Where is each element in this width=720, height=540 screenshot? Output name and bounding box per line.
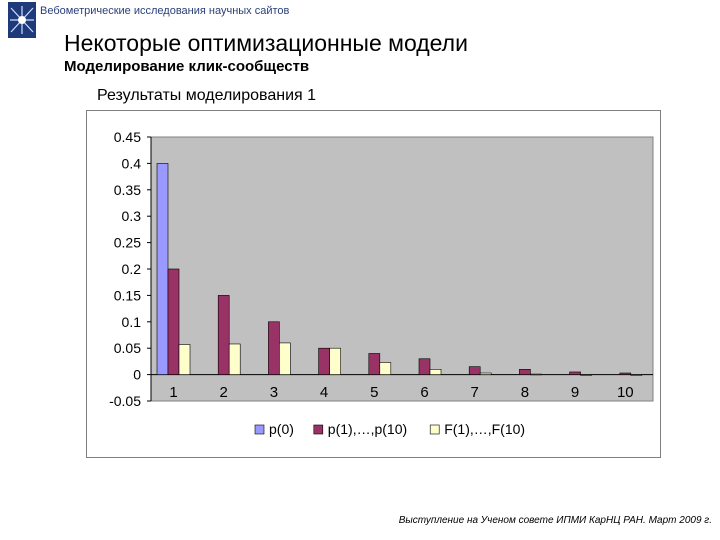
bar-p <box>569 371 581 375</box>
x-tick-label: 2 <box>220 384 228 401</box>
y-tick-label: 0.1 <box>122 314 142 330</box>
chart-frame: 0.45 0.4 0.35 0.3 0.25 0.2 0.15 0.1 0.05 0 -0.05 1 2… <box>86 110 661 458</box>
y-tick-label: 0.45 <box>114 129 141 145</box>
y-tick-label: 0 <box>133 367 141 383</box>
x-tick-label: 5 <box>370 384 378 401</box>
y-tick-label: -0.05 <box>109 393 141 409</box>
bar-p0 <box>156 163 169 375</box>
legend-swatch <box>313 424 324 435</box>
legend-entry: p(0) <box>269 421 294 437</box>
bar-F <box>379 362 392 375</box>
chart-heading: Результаты моделирования 1 <box>97 87 317 104</box>
bar-F <box>479 372 492 375</box>
bar-p <box>619 372 632 375</box>
bar-F <box>429 369 442 375</box>
bar-F <box>530 373 542 376</box>
institute-logo-icon <box>8 2 36 38</box>
header-text: Вебометрические исследования научных сай… <box>40 5 290 17</box>
y-tick-label: 0.05 <box>114 340 141 356</box>
x-tick-label: 8 <box>521 384 529 401</box>
y-tick-label: 0.4 <box>122 155 142 171</box>
bar-F <box>178 344 191 375</box>
y-tick-label: 0.2 <box>122 261 142 277</box>
x-tick-label: 6 <box>420 384 428 401</box>
bar-p <box>318 347 330 375</box>
legend-swatch <box>254 424 265 435</box>
bar-p <box>268 321 280 375</box>
x-tick-label: 3 <box>270 384 278 401</box>
legend-entry: p(1),…,p(10) <box>328 421 407 437</box>
bar-p <box>418 358 431 375</box>
y-tick-label: 0.35 <box>114 182 141 198</box>
y-tick-label: 0.15 <box>114 287 141 303</box>
x-tick-label: 7 <box>471 384 479 401</box>
bar-p <box>368 353 381 375</box>
bar-p <box>468 366 481 375</box>
bar-chart: 0.45 0.4 0.35 0.3 0.25 0.2 0.15 0.1 0.05 0 -0.05 1 2… <box>109 129 654 437</box>
bar-F <box>329 347 341 375</box>
x-tick-label: 1 <box>169 384 177 401</box>
bar-F <box>580 374 592 376</box>
page-subtitle: Моделирование клик-сообществ <box>64 58 310 75</box>
page-title: Некоторые оптимизационные модели <box>64 30 468 56</box>
bar-p <box>519 369 531 375</box>
bar-p <box>167 268 180 375</box>
footer-text: Выступление на Ученом совете ИПМИ КарНЦ … <box>398 515 712 526</box>
x-tick-label: 9 <box>571 384 579 401</box>
x-tick-label: 4 <box>320 384 328 401</box>
bar-p <box>217 295 230 375</box>
bar-F <box>630 374 643 376</box>
bar-F <box>228 343 241 375</box>
legend-entry: F(1),…,F(10) <box>444 421 525 437</box>
legend-swatch <box>429 424 440 435</box>
x-tick-label: 10 <box>617 384 634 401</box>
bar-F <box>279 342 291 375</box>
y-tick-label: 0.3 <box>122 208 142 224</box>
header-strip: Вебометрические исследования научных сай… <box>0 0 720 44</box>
y-tick-label: 0.25 <box>114 235 141 251</box>
